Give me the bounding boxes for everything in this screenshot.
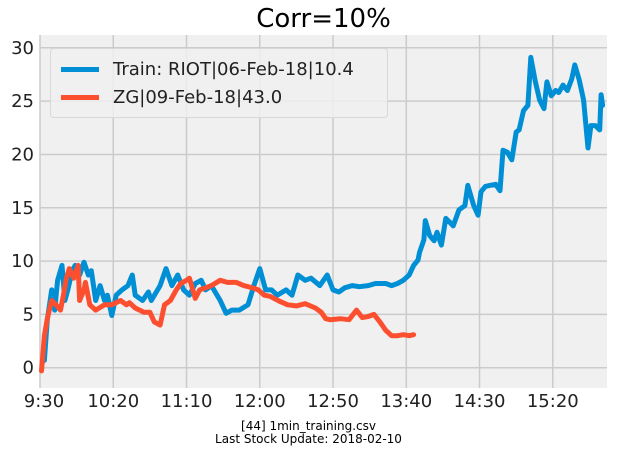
legend-label-train: Train: RIOT|06-Feb-18|10.4 <box>113 58 354 80</box>
x-tick-label: 11:10 <box>161 391 213 412</box>
legend-swatch-zg <box>61 94 99 100</box>
x-tick-label: 9:30 <box>24 391 64 412</box>
x-tick-label: 15:20 <box>527 391 579 412</box>
x-tick-label: 12:00 <box>234 391 286 412</box>
y-tick-label: 5 <box>23 304 34 325</box>
y-tick-label: 10 <box>11 251 34 272</box>
tick-labels: 9:30 10:20 11:10 12:00 12:50 13:40 14:30 15:20 0… <box>11 38 579 412</box>
y-tick-label: 0 <box>23 358 34 379</box>
x-tick-label: 12:50 <box>307 391 359 412</box>
x-tick-label: 10:20 <box>87 391 139 412</box>
legend-label-zg: ZG|09-Feb-18|43.0 <box>113 86 283 108</box>
x-tick-label: 14:30 <box>454 391 506 412</box>
series-lines <box>39 54 606 374</box>
series-line-0 <box>41 54 606 363</box>
y-tick-label: 20 <box>11 144 34 165</box>
footer-filename: [44] 1min_training.csv <box>241 419 376 433</box>
legend-item-zg: ZG|09-Feb-18|43.0 <box>61 85 282 109</box>
x-tick-label: 13:40 <box>380 391 432 412</box>
y-tick-label: 30 <box>11 38 34 59</box>
legend-swatch-train <box>61 66 99 72</box>
series-line-1 <box>39 262 417 374</box>
chart-title: Corr=10% <box>256 4 391 34</box>
y-tick-label: 15 <box>11 198 34 219</box>
legend-item-train: Train: RIOT|06-Feb-18|10.4 <box>61 57 354 81</box>
legend: Train: RIOT|06-Feb-18|10.4 ZG|09-Feb-18|… <box>50 48 388 118</box>
y-tick-label: 25 <box>11 91 34 112</box>
footer-last-update: Last Stock Update: 2018-02-10 <box>215 432 402 446</box>
